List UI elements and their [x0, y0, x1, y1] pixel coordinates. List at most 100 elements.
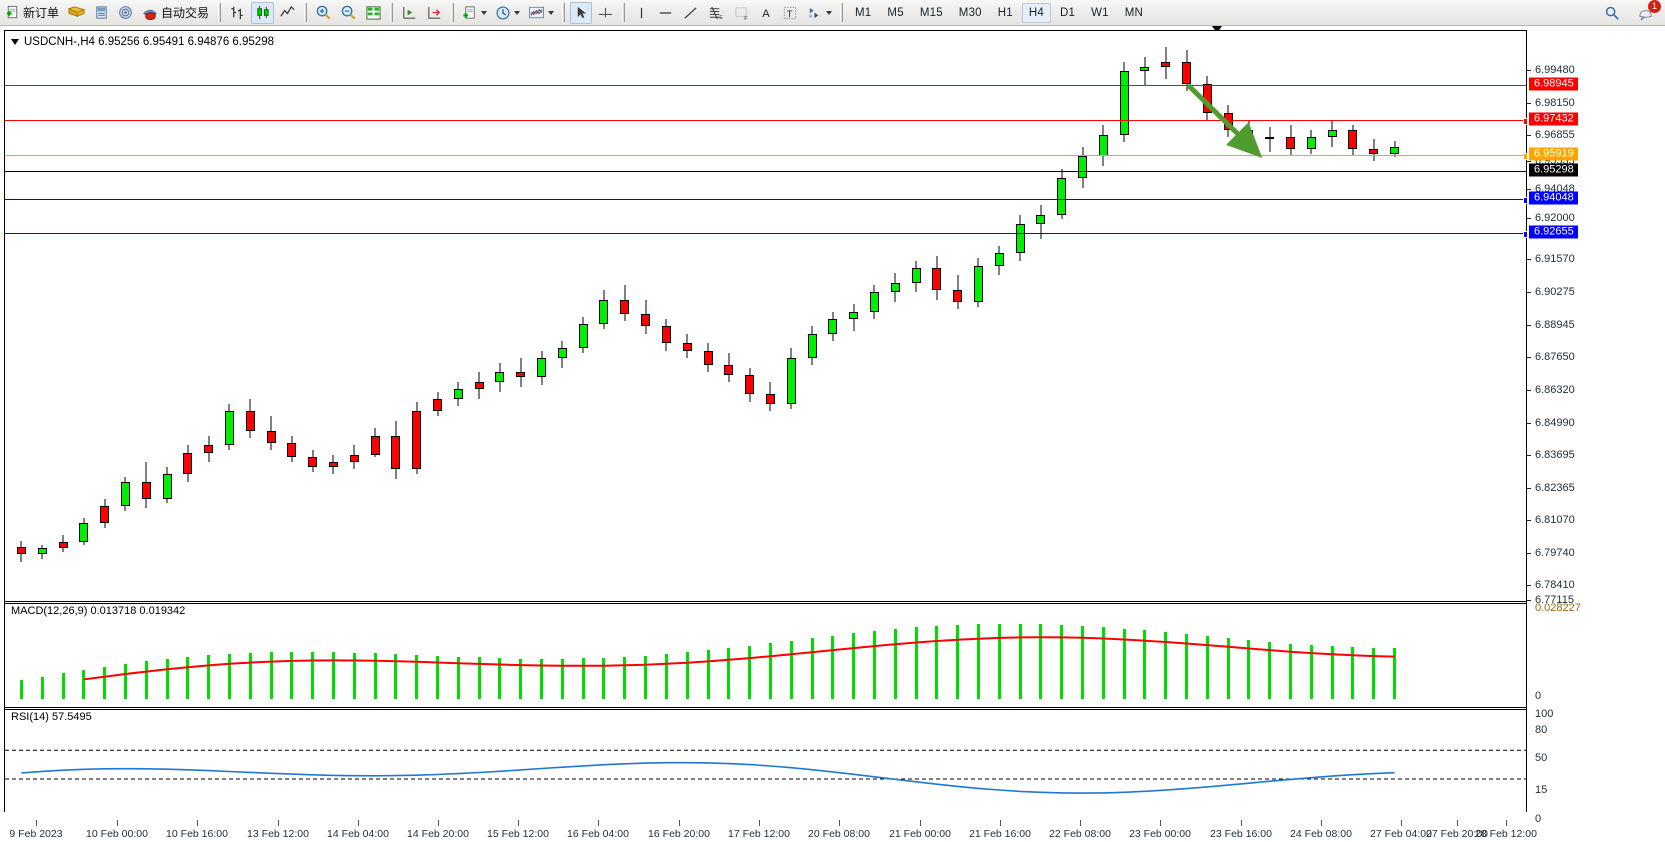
candle-body	[79, 522, 89, 543]
shapes-button[interactable]	[803, 2, 835, 24]
chevron-down-icon[interactable]	[548, 10, 555, 15]
line-chart-button[interactable]	[276, 2, 299, 24]
candle	[100, 31, 110, 599]
data-window-button[interactable]	[90, 2, 112, 24]
channel-icon: F	[735, 6, 748, 21]
chart-area[interactable]: USDCNH-,H4 6.95256 6.95491 6.94876 6.952…	[0, 26, 1665, 842]
time-axis-label: 16 Feb 20:00	[648, 828, 710, 840]
candle	[1015, 31, 1025, 599]
templates-button[interactable]	[459, 2, 490, 24]
text-button[interactable]: A	[755, 2, 777, 24]
chevron-down-icon[interactable]	[514, 10, 521, 15]
symbol-header[interactable]: USDCNH-,H4 6.95256 6.95491 6.94876 6.952…	[11, 36, 274, 48]
zoom-in-button[interactable]	[312, 2, 335, 24]
chevron-down-icon[interactable]	[481, 10, 488, 15]
price-plot-frame[interactable]: USDCNH-,H4 6.95256 6.95491 6.94876 6.952…	[4, 30, 1530, 830]
navigator-button[interactable]	[114, 2, 136, 24]
horizontal-line-button[interactable]	[654, 2, 677, 24]
candlestick-chart-button[interactable]	[251, 1, 275, 24]
price-level-chip[interactable]: 6.92655	[1529, 225, 1578, 239]
crosshair-button[interactable]	[594, 2, 617, 24]
macd-histogram-bar	[956, 624, 960, 699]
timeframe-mn-button[interactable]: MN	[1124, 6, 1144, 19]
candle-body	[849, 311, 859, 319]
time-axis-label: 10 Feb 16:00	[166, 828, 228, 840]
rsi-label[interactable]: RSI(14) 57.5495	[11, 711, 92, 723]
timeframe-m5-button[interactable]: M5	[887, 6, 904, 19]
price-tick-label: 6.78410	[1535, 579, 1575, 591]
candle	[765, 31, 775, 599]
indicator-axis-label: 80	[1535, 724, 1548, 736]
macd-histogram-bar	[61, 673, 65, 699]
candle-body	[224, 411, 234, 446]
expert-advisors-button[interactable]	[65, 2, 88, 24]
price-tick	[1527, 488, 1531, 489]
timeframe-w1-button[interactable]: W1	[1091, 6, 1109, 19]
time-tick	[1506, 820, 1507, 826]
zoom-out-button[interactable]	[337, 2, 360, 24]
candle	[994, 31, 1004, 599]
candle	[682, 31, 692, 599]
price-axis[interactable]: 6.99480 6.98150 6.96855 6.95535 6.94048 6.920…	[1527, 30, 1661, 830]
text-label-button[interactable]: T	[779, 2, 801, 24]
resistance-line-1[interactable]	[5, 85, 1526, 86]
chevron-down-icon[interactable]	[11, 39, 19, 45]
candle-body	[786, 357, 796, 404]
price-tick-label: 6.99480	[1535, 64, 1575, 76]
resistance-line-2[interactable]	[5, 118, 1530, 125]
price-level-chip[interactable]: 6.95919	[1529, 147, 1578, 161]
search-button[interactable]	[1601, 2, 1624, 24]
timeframe-h1-button[interactable]: H1	[997, 6, 1013, 19]
price-tick-label: 6.96855	[1535, 129, 1575, 141]
period-button[interactable]	[492, 2, 523, 24]
macd-histogram-bar	[768, 643, 772, 699]
timeframe-m15-button[interactable]: M15	[919, 6, 943, 19]
time-tick	[920, 820, 921, 826]
candle-body	[412, 411, 422, 470]
time-axis[interactable]: 9 Feb 2023 10 Feb 00:00 10 Feb 16:00 13 Feb…	[4, 812, 1537, 842]
tile-windows-button[interactable]	[362, 2, 385, 24]
candle-body	[516, 372, 526, 378]
chart-scroll-pin[interactable]	[1212, 26, 1222, 33]
text-icon: A	[762, 8, 770, 20]
support-line-2[interactable]	[5, 231, 1530, 238]
candle-wick	[1269, 127, 1271, 152]
support-line-1[interactable]	[5, 197, 1530, 204]
trendline-button[interactable]	[679, 2, 702, 24]
macd-label[interactable]: MACD(12,26,9) 0.013718 0.019342	[11, 605, 186, 617]
bar-chart-button[interactable]	[226, 2, 249, 24]
pivot-line[interactable]	[5, 153, 1530, 160]
timeframe-m30-button[interactable]: M30	[958, 6, 982, 19]
auto-trading-button[interactable]: 自动交易	[138, 2, 213, 24]
indicators-button[interactable]	[525, 2, 557, 24]
candle	[1161, 31, 1171, 599]
price-level-chip[interactable]: 6.98945	[1529, 77, 1578, 91]
fibonacci-button[interactable]: E	[704, 2, 728, 24]
macd-histogram-bar	[331, 652, 335, 699]
new-order-button[interactable]: 新订单	[1, 2, 63, 24]
bar-chart-icon	[231, 6, 243, 20]
svg-text:T: T	[787, 7, 793, 18]
time-tick	[759, 820, 760, 826]
vertical-line-button[interactable]	[630, 2, 652, 24]
candle-body	[433, 399, 443, 412]
channel-icon-button[interactable]: F	[730, 2, 753, 24]
price-level-chip[interactable]: 6.95298	[1529, 163, 1578, 177]
current-price-line[interactable]	[5, 171, 1526, 172]
candle	[495, 31, 505, 599]
candle-body	[141, 481, 151, 499]
candle	[828, 31, 838, 599]
timeframe-d1-button[interactable]: D1	[1060, 6, 1076, 19]
price-level-chip[interactable]: 6.94048	[1529, 191, 1578, 205]
timeframe-m1-button[interactable]: M1	[855, 6, 872, 19]
candle	[245, 31, 255, 599]
cursor-button[interactable]	[570, 1, 593, 24]
chart-shift-button[interactable]	[423, 2, 446, 24]
candle-body	[1078, 156, 1087, 179]
price-tick	[1527, 189, 1531, 190]
chevron-down-icon[interactable]	[826, 10, 833, 15]
price-level-chip[interactable]: 6.97432	[1529, 112, 1578, 126]
timeframe-h4-button[interactable]: H4	[1021, 2, 1051, 23]
notification-button[interactable]: 1	[1634, 0, 1661, 24]
auto-scroll-button[interactable]	[398, 2, 421, 24]
